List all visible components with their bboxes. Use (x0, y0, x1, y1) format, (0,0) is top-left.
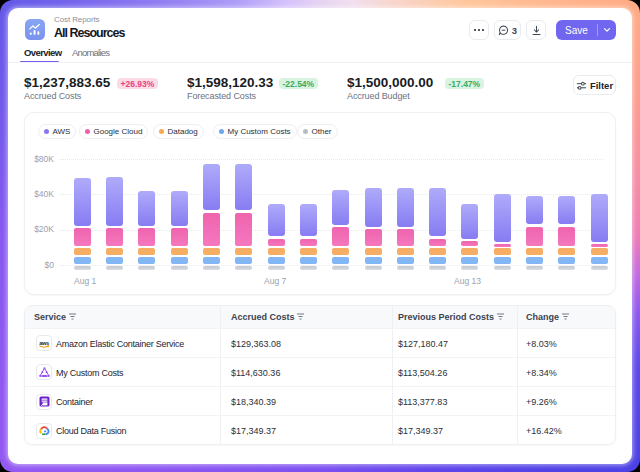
svg-text:aws: aws (39, 339, 49, 345)
